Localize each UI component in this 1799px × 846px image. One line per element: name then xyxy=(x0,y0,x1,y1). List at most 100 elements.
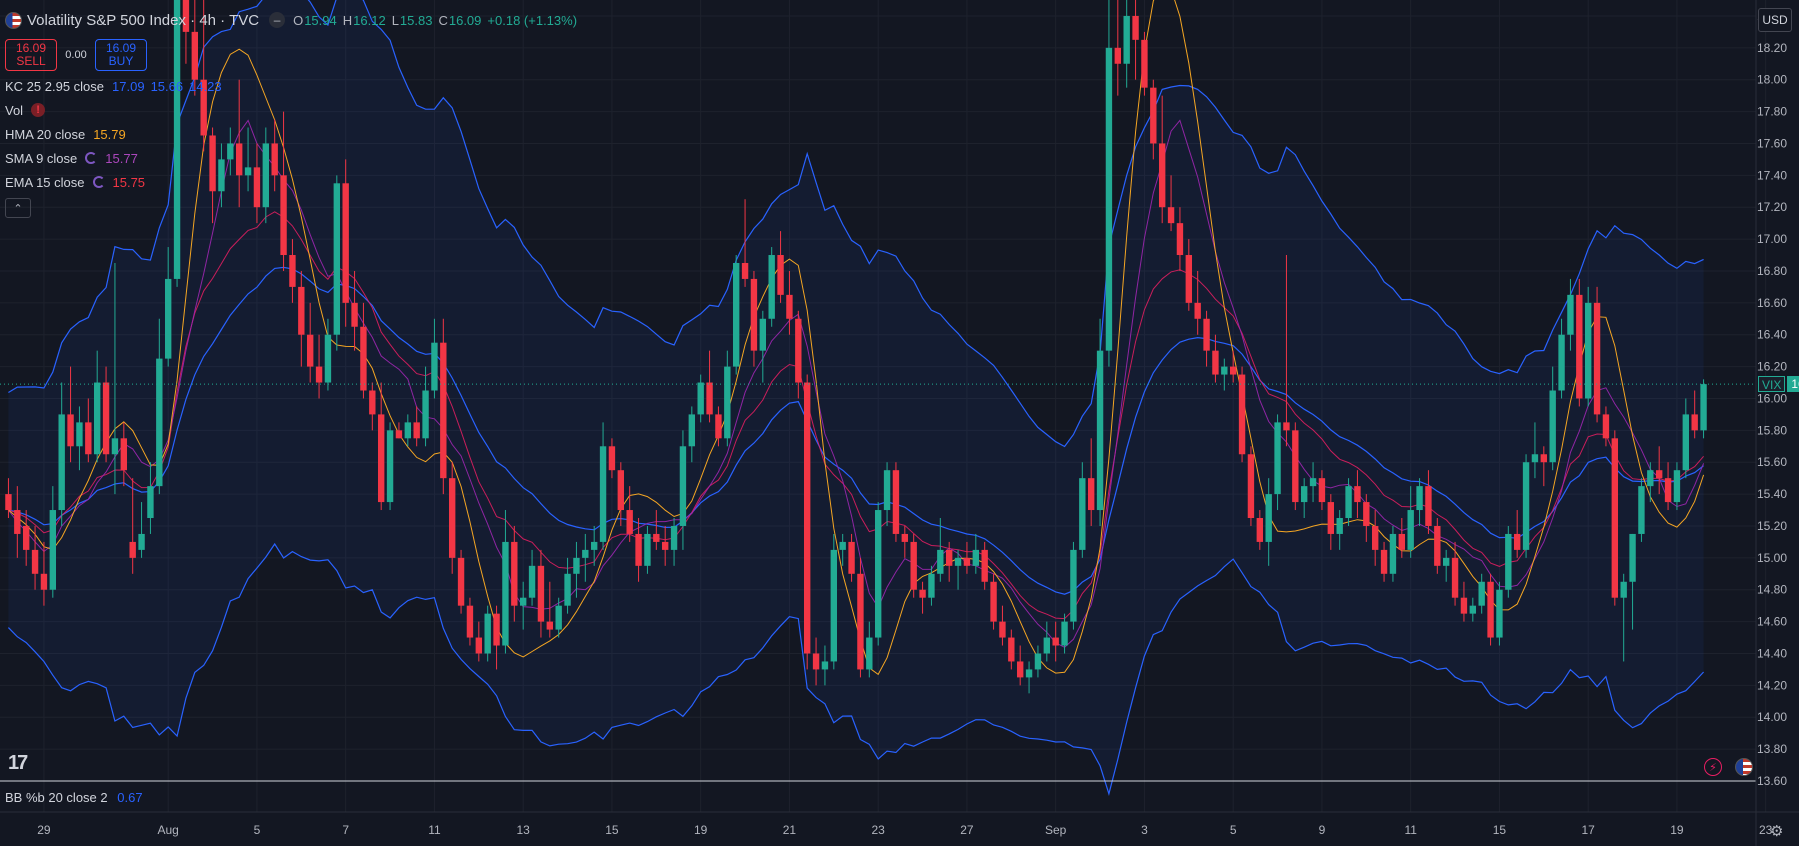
ema-name: EMA 15 close xyxy=(5,174,85,190)
candle xyxy=(1380,541,1388,582)
candle-body xyxy=(759,318,767,351)
sell-button[interactable]: 16.09 SELL xyxy=(5,39,57,71)
candle-body xyxy=(1451,557,1459,598)
indicator-kc[interactable]: KC 25 2.95 close 17.09 15.66 14.23 xyxy=(5,74,577,98)
candle-body xyxy=(129,541,136,558)
price-axis[interactable]: 18.4018.2018.0017.8017.6017.4017.2017.00… xyxy=(1757,9,1787,788)
kc-mid-value: 15.66 xyxy=(150,78,184,94)
price-tick-label: 15.40 xyxy=(1757,487,1787,501)
candle xyxy=(1025,661,1033,694)
candle-body xyxy=(1700,384,1707,431)
candle-body xyxy=(1549,390,1556,463)
candle xyxy=(777,231,784,303)
candle-body xyxy=(1389,533,1397,574)
price-tick-label: 14.40 xyxy=(1757,646,1787,660)
candle xyxy=(1141,31,1148,96)
indicator-sma[interactable]: SMA 9 close 15.77 xyxy=(5,146,577,170)
buy-button[interactable]: 16.09 BUY xyxy=(95,39,147,71)
candle-body xyxy=(1327,502,1335,534)
hide-icon[interactable]: – xyxy=(269,12,286,28)
candle-body xyxy=(1194,302,1201,319)
candlestick-series[interactable] xyxy=(5,0,1707,694)
tradingview-logo-icon[interactable]: 17 xyxy=(8,752,28,774)
error-icon[interactable]: ! xyxy=(31,103,46,117)
candle xyxy=(1167,175,1175,232)
candle-body xyxy=(191,31,199,80)
candle xyxy=(271,119,278,192)
candle-body xyxy=(1292,430,1299,503)
candle xyxy=(431,318,438,399)
candle-body xyxy=(883,470,891,511)
candle xyxy=(972,533,980,574)
price-tick-label: 14.80 xyxy=(1757,583,1787,597)
candle-body xyxy=(599,446,607,542)
us-flag-icon[interactable] xyxy=(1735,758,1753,776)
us-flag-icon xyxy=(5,11,22,29)
candle-body xyxy=(1398,533,1406,550)
candle xyxy=(93,350,101,463)
candle-body xyxy=(892,470,900,534)
currency-button[interactable]: USD xyxy=(1758,8,1792,32)
candle xyxy=(1496,581,1503,646)
candle xyxy=(732,255,740,375)
candle xyxy=(1318,470,1326,511)
candle-body xyxy=(582,549,589,558)
time-tick-label: 11 xyxy=(1404,823,1417,837)
candle xyxy=(1061,613,1068,654)
candle xyxy=(555,597,562,638)
loading-icon xyxy=(92,176,105,188)
price-tick-label: 17.80 xyxy=(1757,105,1787,119)
candle xyxy=(244,127,252,192)
lightning-icon[interactable]: ⚡ xyxy=(1704,758,1722,776)
kc-upper-line xyxy=(8,0,1704,448)
time-tick-label: 3 xyxy=(1141,823,1148,837)
candle-body xyxy=(1478,581,1485,606)
candle-body xyxy=(697,382,704,415)
time-tick-label: 5 xyxy=(1230,823,1237,837)
candle xyxy=(954,549,962,590)
candle xyxy=(1052,621,1059,662)
time-tick-label: 13 xyxy=(517,823,531,837)
candle xyxy=(963,541,971,574)
candle xyxy=(1292,422,1299,511)
candle xyxy=(315,334,323,399)
candle xyxy=(1416,478,1423,526)
candle-body xyxy=(1123,15,1130,64)
candle-body xyxy=(493,613,500,646)
candle-body xyxy=(1212,350,1219,375)
candle-body xyxy=(919,589,926,598)
candle xyxy=(759,310,767,383)
candle-body xyxy=(404,422,412,439)
candle xyxy=(1593,286,1601,423)
candle xyxy=(209,127,216,224)
candle-body xyxy=(812,653,820,670)
candle xyxy=(1478,573,1485,614)
candle xyxy=(1247,446,1255,526)
time-axis[interactable]: 29 Aug 5 7 11 13 15 19 21 23 27 Sep 3 5 9 11 15 17 19 23 xyxy=(37,823,1772,837)
candle-body xyxy=(786,294,793,319)
candle-body xyxy=(1363,502,1370,526)
time-tick-label: 19 xyxy=(694,823,708,837)
collapse-legend-button[interactable]: ⌃ xyxy=(5,198,31,218)
candle xyxy=(626,486,633,542)
candle-body xyxy=(1167,207,1175,224)
ohlc-values: O15.94 H16.12 L15.83 C16.09 +0.18 (+1.13%) xyxy=(293,13,577,28)
indicator-vol[interactable]: Vol ! xyxy=(5,98,577,122)
candle-body xyxy=(351,302,358,327)
candle-body xyxy=(1531,454,1539,463)
symbol-title[interactable]: Volatility S&P 500 Index · 4h · TVC xyxy=(27,11,260,29)
candle xyxy=(253,143,261,224)
indicator-ema[interactable]: EMA 15 close 15.75 xyxy=(5,170,577,194)
candle xyxy=(1132,0,1139,80)
gear-icon[interactable]: ⚙ xyxy=(1770,823,1784,840)
candle xyxy=(786,270,793,335)
candle xyxy=(564,557,571,614)
bb-pane-legend[interactable]: BB %b 20 close 2 0.67 xyxy=(5,790,143,805)
candle xyxy=(422,366,429,447)
sma-line xyxy=(7,119,1705,648)
candle-body xyxy=(1283,422,1290,431)
indicator-hma[interactable]: HMA 20 close 15.79 xyxy=(5,122,577,146)
candle xyxy=(608,438,616,479)
candle xyxy=(191,0,199,96)
